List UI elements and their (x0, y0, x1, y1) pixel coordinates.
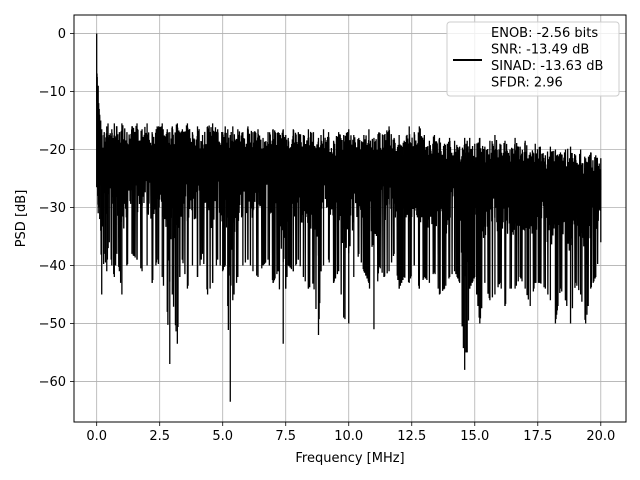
legend-label: ENOB: -2.56 bits SNR: -13.49 dB SINAD: -13… (491, 26, 603, 91)
x-tick-label: 0.0 (86, 429, 107, 444)
series-layer (96, 33, 602, 402)
x-tick-label: 5.0 (212, 429, 233, 444)
y-tick-label: −60 (39, 375, 66, 390)
psd-series-line (96, 73, 602, 353)
x-axis-label: Frequency [MHz] (295, 451, 404, 466)
legend-box (446, 21, 620, 97)
y-tick-label: 0 (58, 27, 66, 42)
x-tick-label: 20.0 (586, 429, 615, 444)
y-tick-label: −20 (39, 143, 66, 158)
x-tick-label: 15.0 (460, 429, 489, 444)
y-tick-label: −50 (39, 317, 66, 332)
x-axis-ticks: 0.0 2.5 5.0 7.5 10.0 12.5 15.0 17.5 20.0 (86, 422, 615, 444)
x-tick-label: 17.5 (523, 429, 552, 444)
y-axis-ticks: 0 −10 −20 −30 −40 −50 −60 (39, 27, 74, 390)
y-axis-label: PSD [dB] (14, 190, 29, 248)
legend: ENOB: -2.56 bits SNR: -13.49 dB SINAD: -13… (446, 21, 620, 97)
y-tick-label: −10 (39, 85, 66, 100)
x-tick-label: 7.5 (275, 429, 296, 444)
x-tick-label: 12.5 (397, 429, 426, 444)
x-tick-label: 10.0 (334, 429, 363, 444)
y-tick-label: −40 (39, 259, 66, 274)
y-tick-label: −30 (39, 201, 66, 216)
axes-frame (73, 14, 627, 423)
x-tick-label: 2.5 (149, 429, 170, 444)
